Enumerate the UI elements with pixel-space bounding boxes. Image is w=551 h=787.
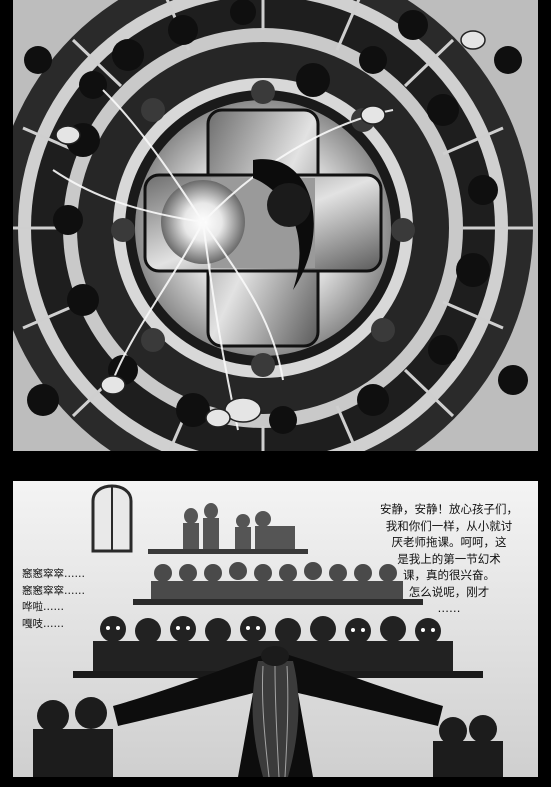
- classroom-illustration: [13, 481, 538, 777]
- sound-effect-text: 窸窸窣窣…… 窸窸窣窣…… 哗啦…… 嘎吱……: [22, 568, 85, 630]
- top-panel: [13, 0, 538, 451]
- amphitheatre-illustration: [13, 0, 538, 451]
- speech-text: 安静，安静！放心孩子们， 我和你们一样，从小就讨 厌老师拖课。呵呵，这 是我上的…: [380, 502, 518, 615]
- bottom-panel: [13, 481, 538, 777]
